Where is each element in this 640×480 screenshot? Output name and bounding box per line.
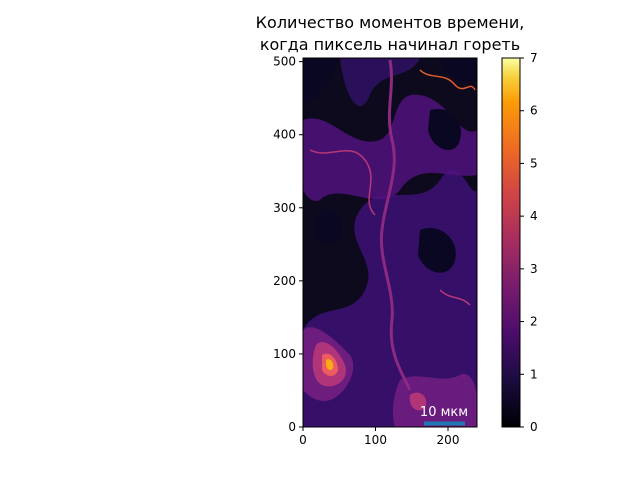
colorbar-tick-label: 5	[530, 156, 538, 170]
x-axis: 0 100 200	[299, 427, 459, 447]
colorbar-tick-label: 4	[530, 209, 538, 223]
colorbar: 0 1 2 3 4 5 6 7	[501, 51, 538, 434]
x-tick-label: 100	[364, 433, 387, 447]
chart-title-line1: Количество моментов времени,	[256, 13, 525, 32]
colorbar-tick-label: 6	[530, 104, 538, 118]
chart-title-line2: когда пиксель начинал гореть	[260, 35, 520, 54]
heatmap-region	[428, 109, 461, 151]
x-tick-label: 200	[437, 433, 460, 447]
x-tick-label: 0	[299, 433, 307, 447]
heatmap-feature	[309, 149, 376, 216]
scale-bar: 10 мкм	[420, 405, 468, 426]
y-tick-label: 400	[273, 128, 296, 142]
colorbar-tick-label: 3	[530, 262, 538, 276]
colorbar-ticks: 0 1 2 3 4 5 6 7	[520, 51, 538, 434]
heatmap-feature	[419, 69, 476, 91]
colorbar-gradient	[501, 57, 521, 428]
heatmap-region	[326, 359, 334, 371]
heatmap-region	[418, 228, 456, 273]
scale-bar-label: 10 мкм	[420, 405, 468, 420]
plot-frame	[302, 57, 478, 428]
heatmap-feature	[439, 289, 471, 306]
colorbar-tick-label: 1	[530, 367, 538, 381]
heatmap-feature	[379, 59, 412, 391]
y-tick-label: 500	[273, 55, 296, 69]
heatmap-region	[340, 58, 420, 106]
y-axis: 0 100 200 300 400 500	[273, 55, 303, 434]
heatmap-region	[303, 58, 340, 105]
colorbar-tick-label: 0	[530, 420, 538, 434]
colorbar-tick-label: 7	[530, 51, 538, 65]
heatmap-region	[409, 392, 427, 411]
y-tick-label: 0	[288, 420, 296, 434]
colorbar-tick-label: 2	[530, 315, 538, 329]
heatmap-region	[315, 209, 342, 245]
heatmap-image	[303, 58, 477, 427]
heatmap-region	[440, 58, 477, 82]
y-tick-label: 100	[273, 347, 296, 361]
y-tick-label: 300	[273, 201, 296, 215]
heatmap-region	[392, 374, 477, 427]
y-tick-label: 200	[273, 274, 296, 288]
